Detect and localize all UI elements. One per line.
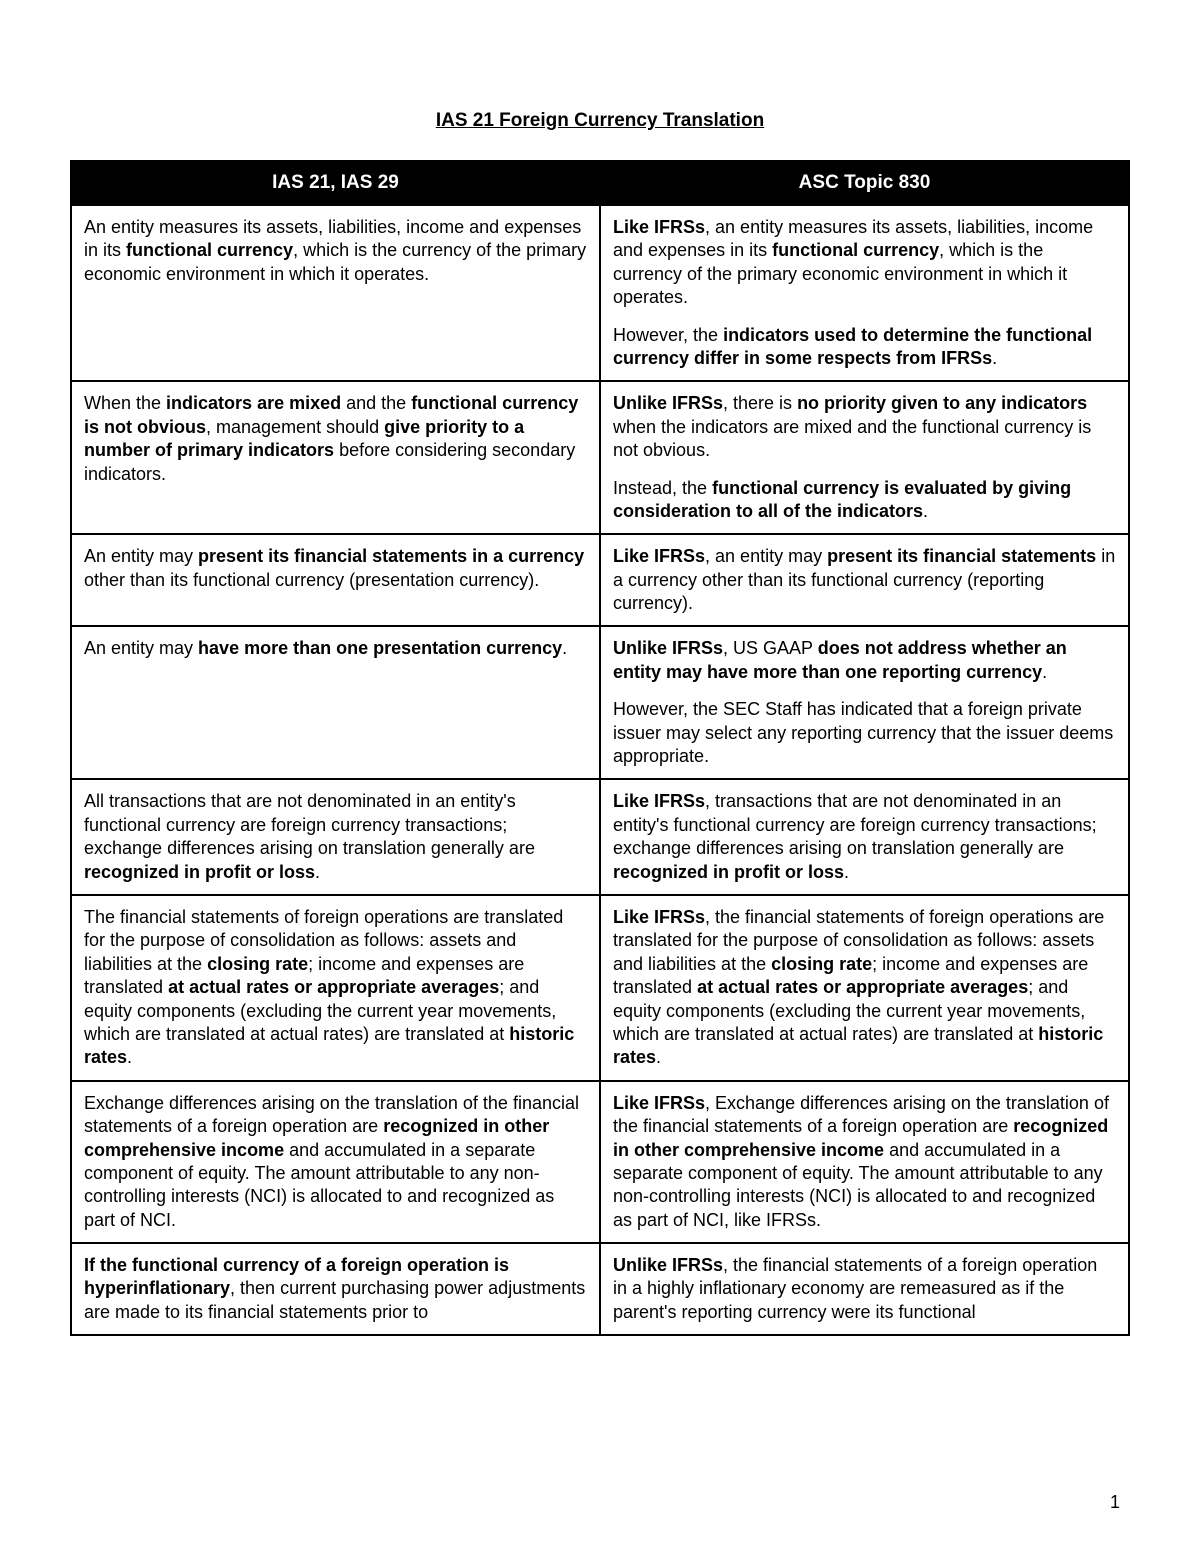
- cell-asc: Unlike IFRSs, US GAAP does not address w…: [600, 626, 1129, 779]
- cell-asc: Unlike IFRSs, the financial statements o…: [600, 1243, 1129, 1335]
- cell-ifrs: An entity measures its assets, liabiliti…: [71, 205, 600, 381]
- cell-paragraph: Like IFRSs, transactions that are not de…: [613, 790, 1116, 884]
- cell-asc: Like IFRSs, an entity may present its fi…: [600, 534, 1129, 626]
- cell-paragraph: An entity may present its financial stat…: [84, 545, 587, 592]
- table-row: An entity may present its financial stat…: [71, 534, 1129, 626]
- document-page: IAS 21 Foreign Currency Translation IAS …: [0, 0, 1200, 1553]
- cell-paragraph: Like IFRSs, an entity measures its asset…: [613, 216, 1116, 310]
- cell-paragraph: An entity may have more than one present…: [84, 637, 587, 660]
- table-row: An entity may have more than one present…: [71, 626, 1129, 779]
- cell-paragraph: Like IFRSs, an entity may present its fi…: [613, 545, 1116, 615]
- cell-paragraph: Unlike IFRSs, the financial statements o…: [613, 1254, 1116, 1324]
- cell-paragraph: The financial statements of foreign oper…: [84, 906, 587, 1070]
- cell-paragraph: Instead, the functional currency is eval…: [613, 477, 1116, 524]
- cell-paragraph: However, the SEC Staff has indicated tha…: [613, 698, 1116, 768]
- page-title: IAS 21 Foreign Currency Translation: [70, 110, 1130, 132]
- col-header-asc: ASC Topic 830: [600, 161, 1129, 205]
- table-row: An entity measures its assets, liabiliti…: [71, 205, 1129, 381]
- col-header-ifrs: IAS 21, IAS 29: [71, 161, 600, 205]
- cell-ifrs: An entity may have more than one present…: [71, 626, 600, 779]
- cell-asc: Like IFRSs, transactions that are not de…: [600, 779, 1129, 895]
- cell-paragraph: Exchange differences arising on the tran…: [84, 1092, 587, 1232]
- table-row: Exchange differences arising on the tran…: [71, 1081, 1129, 1243]
- cell-ifrs: All transactions that are not denominate…: [71, 779, 600, 895]
- cell-paragraph: Like IFRSs, Exchange differences arising…: [613, 1092, 1116, 1232]
- cell-ifrs: If the functional currency of a foreign …: [71, 1243, 600, 1335]
- cell-ifrs: The financial statements of foreign oper…: [71, 895, 600, 1081]
- cell-paragraph: All transactions that are not denominate…: [84, 790, 587, 884]
- table-row: If the functional currency of a foreign …: [71, 1243, 1129, 1335]
- cell-ifrs: Exchange differences arising on the tran…: [71, 1081, 600, 1243]
- table-row: The financial statements of foreign oper…: [71, 895, 1129, 1081]
- table-header-row: IAS 21, IAS 29 ASC Topic 830: [71, 161, 1129, 205]
- cell-asc: Like IFRSs, an entity measures its asset…: [600, 205, 1129, 381]
- cell-paragraph: An entity measures its assets, liabiliti…: [84, 216, 587, 286]
- cell-paragraph: However, the indicators used to determin…: [613, 324, 1116, 371]
- cell-ifrs: When the indicators are mixed and the fu…: [71, 381, 600, 534]
- table-row: When the indicators are mixed and the fu…: [71, 381, 1129, 534]
- comparison-table: IAS 21, IAS 29 ASC Topic 830 An entity m…: [70, 160, 1130, 1336]
- table-row: All transactions that are not denominate…: [71, 779, 1129, 895]
- cell-asc: Like IFRSs, Exchange differences arising…: [600, 1081, 1129, 1243]
- cell-asc: Like IFRSs, the financial statements of …: [600, 895, 1129, 1081]
- cell-paragraph: When the indicators are mixed and the fu…: [84, 392, 587, 486]
- cell-asc: Unlike IFRSs, there is no priority given…: [600, 381, 1129, 534]
- cell-paragraph: Like IFRSs, the financial statements of …: [613, 906, 1116, 1070]
- table-body: An entity measures its assets, liabiliti…: [71, 205, 1129, 1335]
- page-number: 1: [1110, 1492, 1120, 1513]
- cell-paragraph: Unlike IFRSs, there is no priority given…: [613, 392, 1116, 462]
- cell-ifrs: An entity may present its financial stat…: [71, 534, 600, 626]
- cell-paragraph: Unlike IFRSs, US GAAP does not address w…: [613, 637, 1116, 684]
- cell-paragraph: If the functional currency of a foreign …: [84, 1254, 587, 1324]
